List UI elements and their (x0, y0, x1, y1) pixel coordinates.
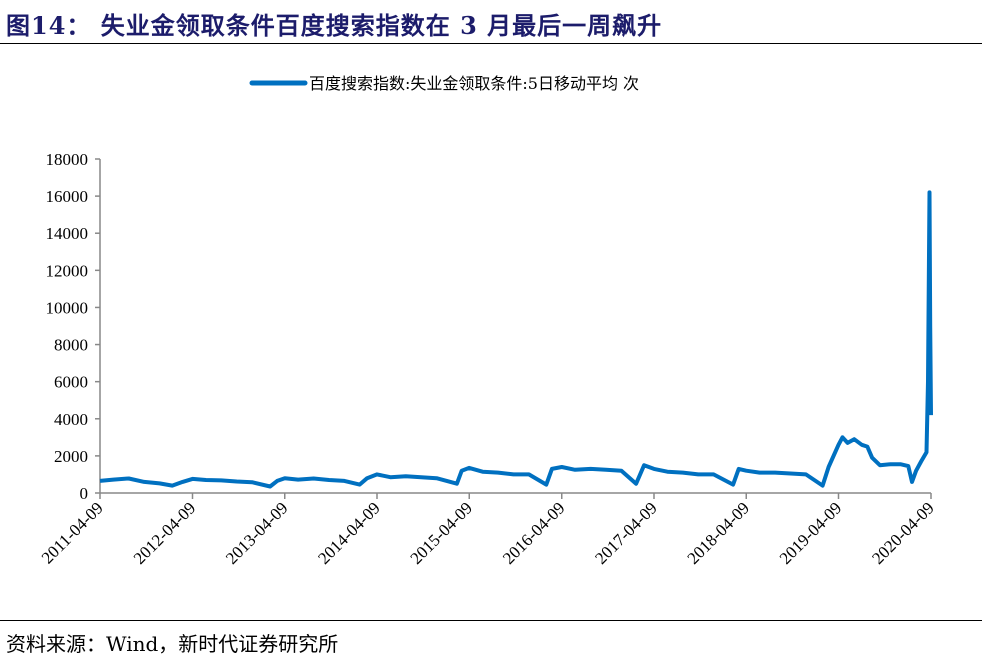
y-tick-label: 18000 (46, 150, 89, 169)
x-tick-label: 2018-04-09 (684, 498, 754, 568)
figure-title: 图14： 失业金领取条件百度搜索指数在 3 月最后一周飙升 (6, 11, 663, 40)
series-line (99, 190, 933, 489)
y-tick-label: 12000 (46, 261, 89, 280)
x-tick-label: 2016-04-09 (499, 498, 569, 568)
y-tick-label: 2000 (54, 447, 88, 466)
x-tick-label: 2017-04-09 (591, 498, 661, 568)
x-tick-label: 2015-04-09 (407, 498, 477, 568)
x-tick-label: 2013-04-09 (222, 498, 292, 568)
y-tick-label: 4000 (54, 410, 88, 429)
x-tick-label: 2012-04-09 (130, 498, 200, 568)
bottom-divider (0, 620, 982, 621)
source-note: 资料来源：Wind，新时代证券研究所 (6, 632, 339, 656)
x-tick-label: 2019-04-09 (776, 498, 846, 568)
y-tick-label: 14000 (46, 224, 89, 243)
y-tick-label: 16000 (46, 187, 89, 206)
top-divider (0, 43, 982, 44)
y-tick-label: 8000 (54, 336, 88, 355)
x-tick-label: 2020-04-09 (868, 498, 938, 568)
x-tick-label: 2011-04-09 (38, 498, 107, 567)
line-chart: 0 2000 4000 6000 8000 10000 12000 14000 16000 180… (38, 74, 938, 568)
y-tick-label: 0 (80, 484, 89, 503)
legend-label: 百度搜索指数:失业金领取条件:5日移动平均 次 (309, 74, 639, 93)
x-tick-label: 2014-04-09 (314, 498, 384, 568)
y-tick-label: 6000 (54, 373, 88, 392)
y-tick-label: 10000 (46, 298, 89, 317)
